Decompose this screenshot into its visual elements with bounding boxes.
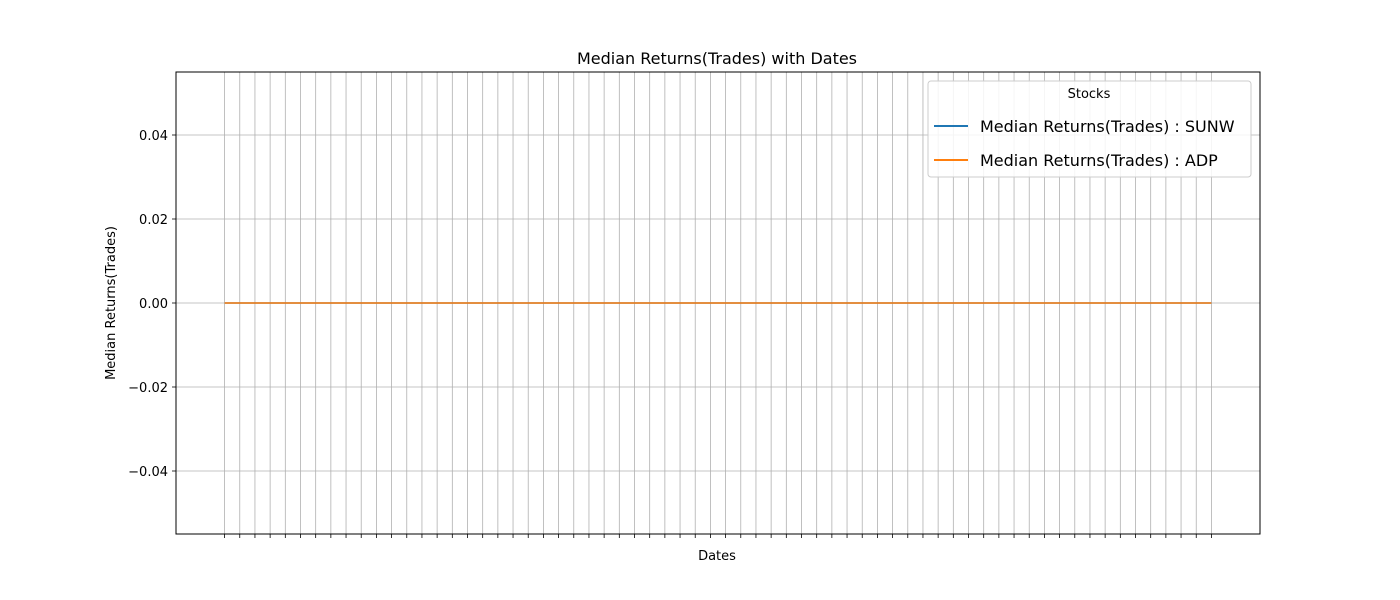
y-tick-label: 0.02 <box>139 213 168 228</box>
x-axis-label: Dates <box>698 549 736 564</box>
x-axis-ticks <box>224 534 1212 538</box>
legend-label-sunw: Median Returns(Trades) : SUNW <box>980 117 1235 136</box>
legend: Stocks Median Returns(Trades) : SUNW Med… <box>927 80 1252 178</box>
legend-box <box>927 80 1252 178</box>
y-tick-label: −0.02 <box>128 381 168 396</box>
y-tick-label: 0.04 <box>139 129 168 144</box>
legend-title: Stocks <box>1068 87 1111 102</box>
legend-label-adp: Median Returns(Trades) : ADP <box>980 151 1218 170</box>
chart-title: Median Returns(Trades) with Dates <box>577 49 857 68</box>
y-axis-ticks: 0.04 0.02 0.00 −0.02 −0.04 <box>128 129 176 480</box>
y-tick-label: 0.00 <box>139 297 168 312</box>
y-axis-label: Median Returns(Trades) <box>104 226 119 380</box>
y-tick-label: −0.04 <box>128 465 168 480</box>
